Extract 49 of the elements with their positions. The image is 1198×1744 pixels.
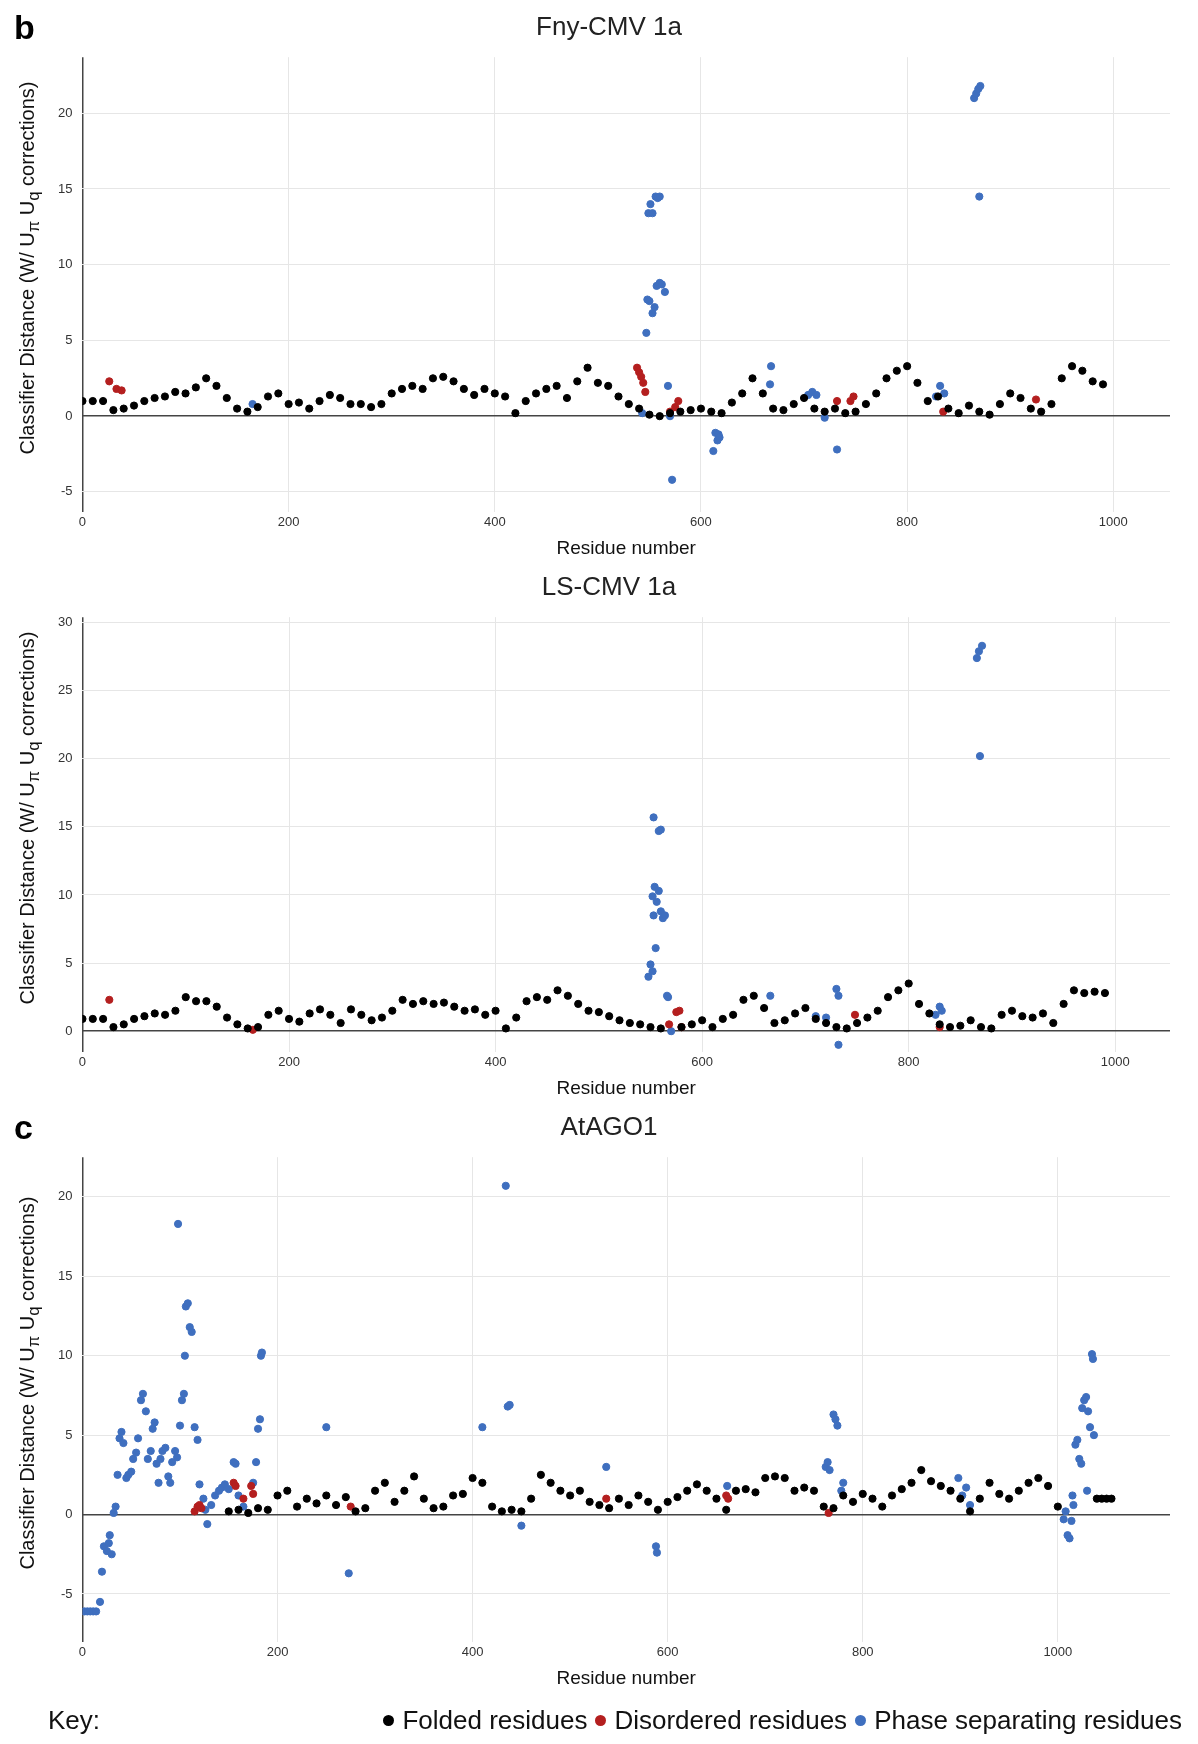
x-tick-label: 600 (656, 1643, 679, 1659)
legend-label: Disordered residues (613, 1704, 848, 1736)
y-tick-label: 15 (57, 818, 73, 834)
y-tick-label: 20 (57, 1188, 73, 1204)
text: c (14, 1108, 33, 1147)
chart-title: Fny-CMV 1a (536, 10, 683, 41)
y-tick-label: 25 (57, 682, 73, 698)
x-tick-label: 200 (266, 1643, 289, 1659)
y-tick-label: 5 (65, 332, 73, 348)
x-tick-label: 0 (78, 513, 87, 529)
y-tick-label: 0 (65, 1506, 73, 1522)
x-axis-title: Residue number (556, 1666, 697, 1688)
y-tick-label: 20 (57, 104, 73, 120)
x-tick-label: 1000 (1043, 1643, 1073, 1659)
chart-title: AtAGO1 (560, 1110, 658, 1141)
y-tick-label: 30 (57, 614, 73, 630)
x-tick-label: 600 (690, 513, 712, 529)
legend-label: Phase separating residues (873, 1704, 1182, 1736)
chart-title: LS-CMV 1a (541, 570, 677, 601)
y-tick-label: 15 (57, 1267, 73, 1283)
x-tick-label: 400 (484, 1053, 507, 1069)
y-tick-label: 10 (57, 1347, 73, 1363)
x-tick-label: 0 (78, 1053, 87, 1069)
x-tick-label: 200 (278, 1053, 300, 1069)
x-tick-label: 800 (897, 1053, 920, 1069)
x-tick-label: 200 (277, 513, 300, 529)
y-tick-label: 0 (65, 1022, 73, 1038)
y-tick-label: 10 (57, 886, 73, 902)
x-tick-label: 400 (461, 1643, 484, 1659)
y-tick-label: 5 (65, 954, 73, 970)
x-tick-label: 800 (851, 1643, 874, 1659)
x-axis-title: Residue number (556, 1076, 697, 1098)
y-tick-label: -5 (60, 483, 73, 499)
y-tick-label: 5 (65, 1426, 73, 1442)
y-tick-label: 20 (57, 750, 73, 766)
y-tick-label: 10 (57, 256, 73, 272)
text: b (14, 8, 35, 47)
y-tick-label: -5 (60, 1585, 73, 1601)
legend-title: Key: (48, 1704, 101, 1736)
x-axis-title: Residue number (556, 536, 697, 558)
y-tick-label: 0 (65, 407, 73, 423)
x-tick-label: 1000 (1098, 513, 1128, 529)
legend-label: Folded residues (401, 1704, 588, 1736)
x-tick-label: 1000 (1100, 1053, 1130, 1069)
x-tick-label: 0 (78, 1643, 87, 1659)
y-tick-label: 15 (57, 180, 73, 196)
x-tick-label: 400 (483, 513, 506, 529)
x-tick-label: 600 (691, 1053, 713, 1069)
x-tick-label: 800 (896, 513, 918, 529)
